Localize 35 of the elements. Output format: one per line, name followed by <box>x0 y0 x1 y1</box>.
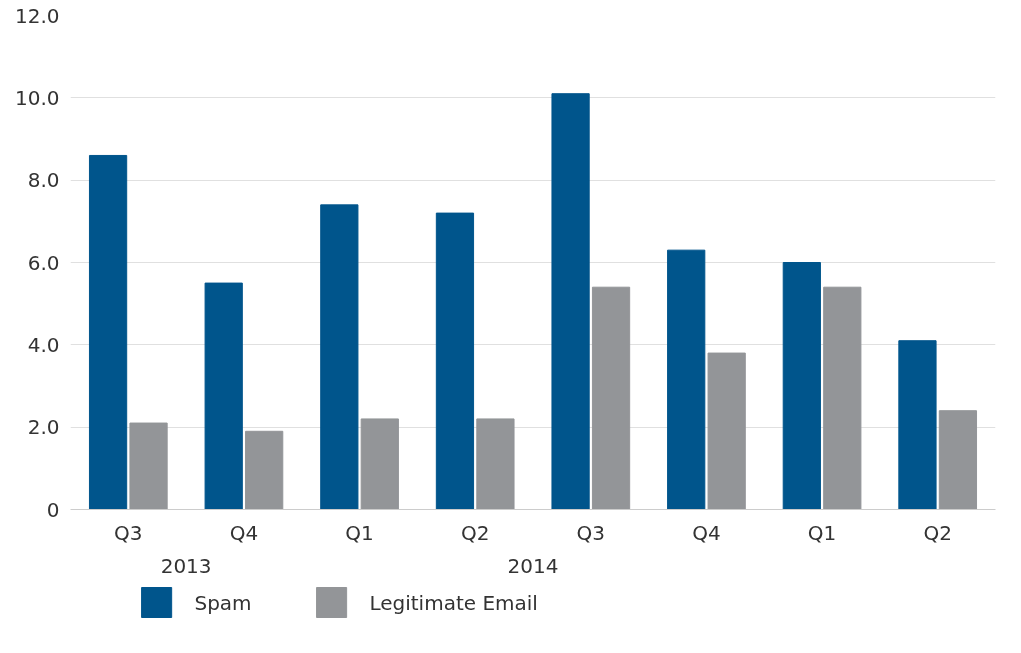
bar <box>591 286 631 510</box>
bar <box>938 410 978 510</box>
y-tick-label: 6.0 <box>27 250 60 275</box>
x-tick-label: Q2 <box>923 520 952 545</box>
x-tick-label: Q4 <box>229 520 259 545</box>
bar <box>320 204 359 510</box>
text: 2013 <box>160 553 212 578</box>
bar <box>129 422 168 510</box>
bar <box>435 212 475 510</box>
x-tick-label: Q3 <box>576 520 606 545</box>
y-tick-label: 10.0 <box>14 85 60 110</box>
y-tick-label: 0 <box>46 497 60 522</box>
bar <box>898 340 937 510</box>
bar <box>360 418 399 510</box>
x-tick-label: Q3 <box>114 520 143 545</box>
bar <box>782 262 821 510</box>
x-tick-label: Q1 <box>345 520 374 545</box>
y-tick-label: 2.0 <box>27 415 60 440</box>
bar <box>823 286 862 510</box>
x-tick-label: Q1 <box>807 520 837 545</box>
bar <box>245 430 284 510</box>
legend-label: Spam <box>194 590 252 615</box>
bar <box>551 93 590 510</box>
x-tick-label: Q2 <box>460 520 490 545</box>
bar <box>88 154 128 510</box>
x-tick-label: Q4 <box>692 520 721 545</box>
y-tick-label: 4.0 <box>27 332 60 357</box>
bar <box>204 282 243 510</box>
bar <box>667 249 706 510</box>
bar <box>476 418 515 510</box>
y-tick-label: 12.0 <box>14 3 60 28</box>
text: 2014 <box>507 553 559 578</box>
bar <box>707 352 746 510</box>
legend-label: Legitimate Email <box>369 590 538 615</box>
y-tick-label: 8.0 <box>27 168 60 193</box>
